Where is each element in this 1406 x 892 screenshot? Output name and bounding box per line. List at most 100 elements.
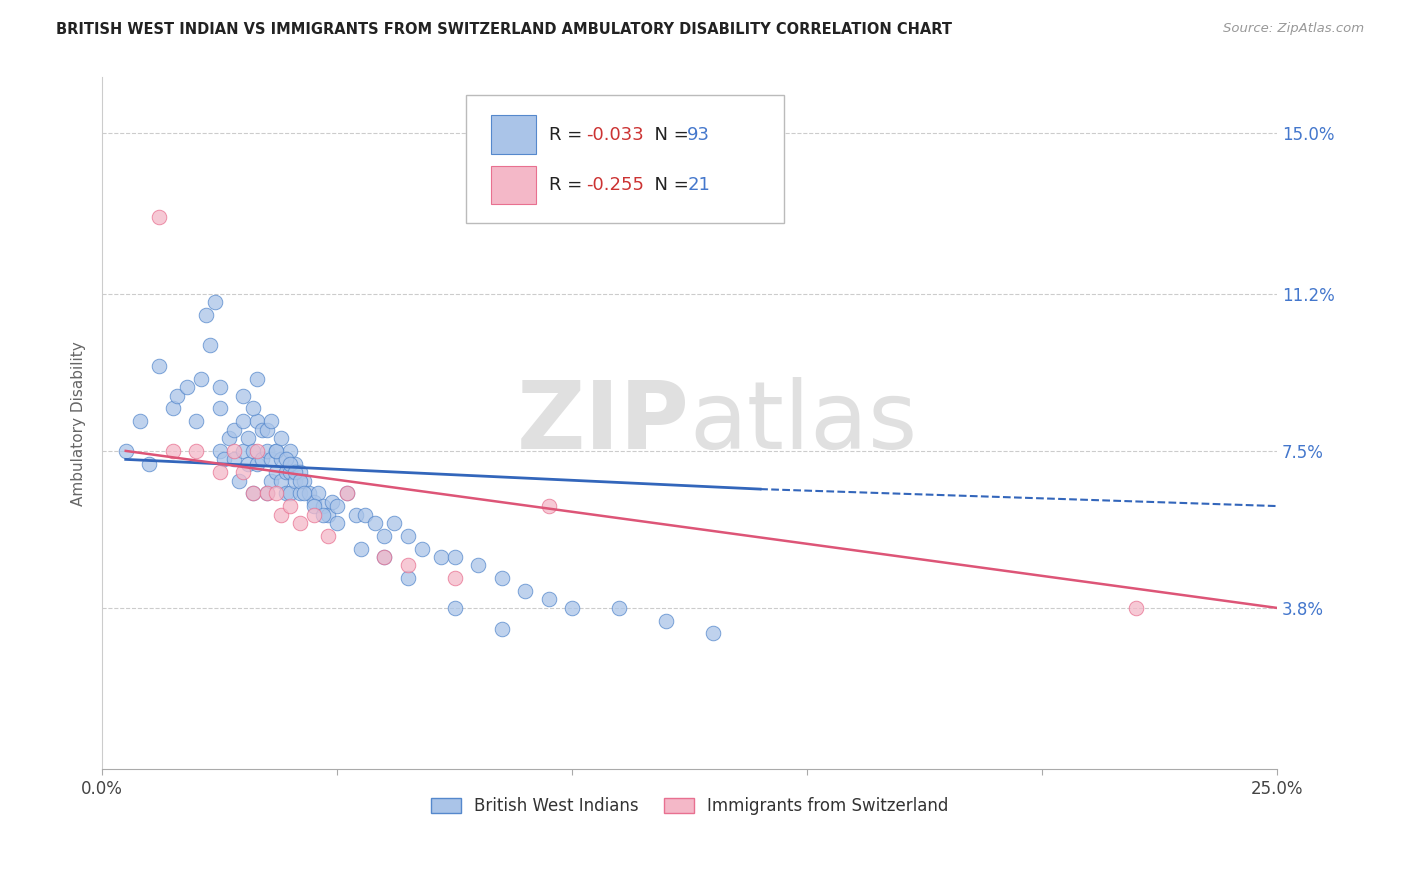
Point xyxy=(246,372,269,386)
Text: atlas: atlas xyxy=(690,377,918,469)
Point xyxy=(298,486,321,500)
Point xyxy=(256,486,278,500)
Point xyxy=(260,474,283,488)
Point xyxy=(148,359,170,373)
Point xyxy=(336,486,359,500)
Point xyxy=(396,558,419,573)
Text: N =: N = xyxy=(643,177,695,194)
Point xyxy=(264,443,287,458)
Point xyxy=(256,486,278,500)
Point xyxy=(222,443,245,458)
Point xyxy=(190,372,212,386)
Point xyxy=(194,308,217,322)
Point xyxy=(274,486,297,500)
Point xyxy=(443,549,465,564)
Point xyxy=(246,414,269,428)
Point xyxy=(208,380,231,394)
Point xyxy=(288,474,311,488)
Text: N =: N = xyxy=(643,126,695,144)
Point xyxy=(218,431,240,445)
Point xyxy=(354,508,377,522)
Point xyxy=(307,486,329,500)
Point xyxy=(443,601,465,615)
Point xyxy=(655,614,678,628)
Point xyxy=(443,571,465,585)
Point xyxy=(270,508,292,522)
Point xyxy=(607,601,630,615)
Point xyxy=(242,486,264,500)
Point xyxy=(396,529,419,543)
Point xyxy=(186,443,208,458)
Point xyxy=(270,452,292,467)
Text: 21: 21 xyxy=(688,177,710,194)
Point xyxy=(246,443,269,458)
Point xyxy=(344,508,367,522)
Point xyxy=(162,443,184,458)
Y-axis label: Ambulatory Disability: Ambulatory Disability xyxy=(72,341,86,506)
Point xyxy=(148,211,170,225)
Point xyxy=(537,499,560,513)
Point xyxy=(537,592,560,607)
Text: 93: 93 xyxy=(688,126,710,144)
Point xyxy=(411,541,433,556)
Point xyxy=(264,465,287,479)
Point xyxy=(222,452,245,467)
Point xyxy=(236,457,259,471)
Point xyxy=(284,474,307,488)
Point xyxy=(288,516,311,530)
Point xyxy=(326,516,349,530)
Point xyxy=(264,486,287,500)
Point xyxy=(128,414,150,428)
Point xyxy=(491,622,513,636)
Point xyxy=(364,516,387,530)
Point xyxy=(302,499,325,513)
FancyBboxPatch shape xyxy=(491,166,536,204)
Point xyxy=(242,401,264,416)
Point xyxy=(278,465,301,479)
Text: -0.033: -0.033 xyxy=(586,126,644,144)
Point xyxy=(515,584,537,599)
Point xyxy=(321,495,343,509)
Point xyxy=(274,452,297,467)
Point xyxy=(200,338,222,352)
Legend: British West Indians, Immigrants from Switzerland: British West Indians, Immigrants from Sw… xyxy=(423,789,957,823)
Text: ZIP: ZIP xyxy=(517,377,690,469)
Point xyxy=(316,508,339,522)
Point xyxy=(264,443,287,458)
Text: R =: R = xyxy=(548,126,588,144)
Text: R =: R = xyxy=(548,177,588,194)
Point xyxy=(214,452,236,467)
Point xyxy=(186,414,208,428)
Point xyxy=(284,457,307,471)
Point xyxy=(278,443,301,458)
Point xyxy=(242,443,264,458)
Point xyxy=(373,549,395,564)
Point xyxy=(208,465,231,479)
Point xyxy=(260,452,283,467)
Point xyxy=(208,443,231,458)
Point xyxy=(429,549,451,564)
Point xyxy=(561,601,583,615)
Point xyxy=(336,486,359,500)
Point xyxy=(204,295,226,310)
Point xyxy=(350,541,373,556)
Point xyxy=(114,443,136,458)
Point xyxy=(166,389,188,403)
Point xyxy=(222,423,245,437)
Point xyxy=(288,465,311,479)
Point xyxy=(312,508,335,522)
Point xyxy=(302,495,325,509)
Point xyxy=(316,529,339,543)
Point xyxy=(396,571,419,585)
Point xyxy=(270,431,292,445)
Point xyxy=(242,486,264,500)
Point xyxy=(162,401,184,416)
Point xyxy=(256,423,278,437)
Point xyxy=(236,431,259,445)
FancyBboxPatch shape xyxy=(491,115,536,153)
Point xyxy=(467,558,489,573)
Point xyxy=(373,549,395,564)
Point xyxy=(176,380,198,394)
Point xyxy=(232,443,254,458)
Point xyxy=(284,465,307,479)
